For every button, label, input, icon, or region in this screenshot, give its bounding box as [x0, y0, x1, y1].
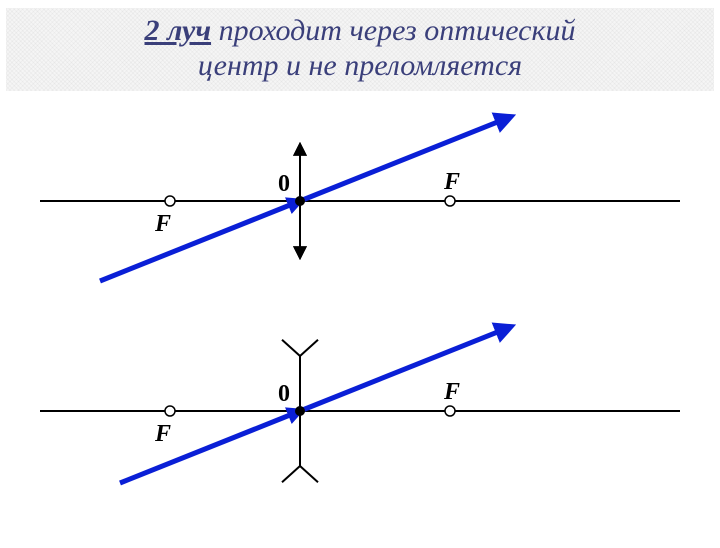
- focal-label: F: [154, 211, 171, 237]
- ray-incoming: [120, 411, 300, 483]
- focal-label: F: [443, 169, 460, 195]
- focal-point: [165, 196, 175, 206]
- title-emphasis: 2 луч: [145, 14, 212, 47]
- title-line2: центр и не преломляется: [10, 49, 710, 84]
- slide-title: 2 луч проходит через оптический центр и …: [6, 8, 714, 91]
- focal-point: [165, 406, 175, 416]
- focal-label: F: [443, 379, 460, 405]
- ray-incoming: [100, 201, 300, 281]
- focal-point: [445, 196, 455, 206]
- focal-point: [445, 406, 455, 416]
- focal-label: F: [154, 421, 171, 447]
- optics-diagram: F F 0 F F 0: [0, 91, 720, 531]
- center-label: 0: [278, 171, 290, 197]
- title-rest: проходит через оптический: [211, 14, 575, 47]
- ray-outgoing: [300, 327, 510, 411]
- center-label: 0: [278, 381, 290, 407]
- optical-center: [295, 406, 305, 416]
- ray-outgoing: [300, 117, 510, 201]
